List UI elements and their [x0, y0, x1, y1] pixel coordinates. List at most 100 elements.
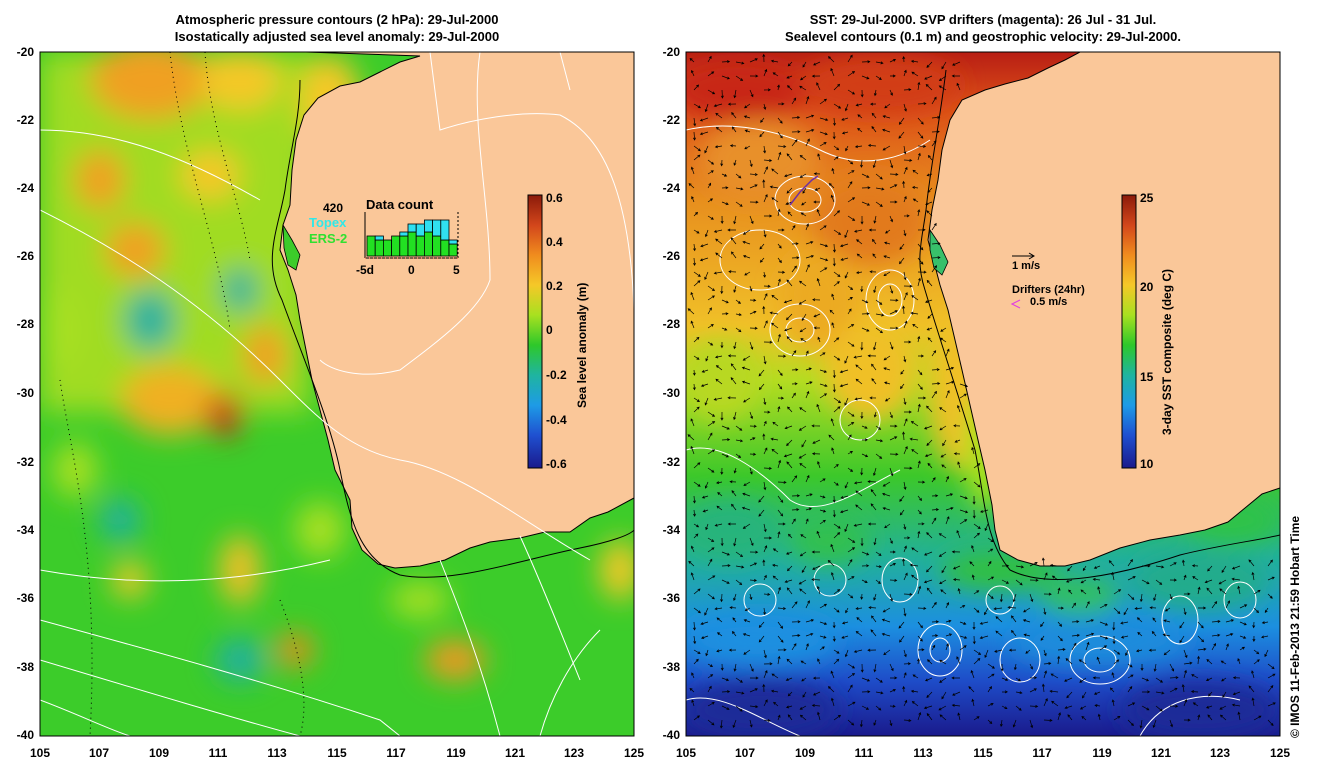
velocity-vector	[1127, 576, 1136, 581]
velocity-vector	[749, 285, 753, 292]
velocity-vector	[813, 313, 821, 318]
velocity-vector	[1080, 579, 1087, 584]
velocity-vector	[927, 313, 933, 319]
velocity-vector	[786, 439, 793, 447]
velocity-vector	[828, 434, 835, 441]
velocity-vector	[749, 437, 756, 441]
velocity-vector	[831, 293, 835, 301]
velocity-vector	[889, 452, 899, 456]
velocity-vector	[1112, 621, 1116, 631]
velocity-vector	[847, 684, 853, 693]
velocity-vector	[1064, 705, 1073, 710]
velocity-vector	[889, 719, 893, 727]
velocity-vector	[973, 716, 980, 721]
velocity-vector	[819, 267, 828, 273]
velocity-vector	[786, 565, 793, 572]
velocity-vector	[720, 215, 724, 224]
velocity-vector	[884, 241, 891, 245]
velocity-vector	[903, 536, 911, 540]
velocity-vector	[798, 280, 807, 287]
velocity-vector	[763, 410, 771, 414]
velocity-vector	[855, 490, 863, 497]
velocity-vector	[749, 298, 757, 302]
velocity-vector	[910, 689, 919, 693]
velocity-vector	[1013, 663, 1017, 671]
velocity-vector	[841, 131, 849, 135]
velocity-vector	[938, 85, 947, 91]
velocity-vector	[1108, 560, 1115, 567]
velocity-vector	[889, 537, 893, 544]
velocity-vector	[832, 621, 836, 629]
velocity-vector	[693, 462, 701, 469]
velocity-vector	[987, 719, 993, 725]
velocity-vector	[910, 59, 919, 63]
velocity-vector	[791, 130, 801, 134]
velocity-vector	[1029, 663, 1033, 670]
velocity-vector	[926, 532, 933, 539]
right-lon-tick: 125	[1269, 746, 1291, 760]
velocity-vector	[856, 617, 863, 623]
velocity-vector	[812, 298, 821, 302]
velocity-vector	[1029, 676, 1038, 680]
velocity-vector	[727, 228, 737, 232]
velocity-vector	[729, 144, 737, 148]
velocity-vector	[917, 585, 922, 595]
velocity-vector	[705, 523, 709, 531]
velocity-vector	[791, 116, 801, 120]
velocity-vector	[733, 411, 737, 421]
velocity-vector	[912, 674, 919, 679]
velocity-vector	[917, 383, 923, 390]
velocity-vector	[951, 550, 961, 554]
velocity-vector	[744, 129, 751, 133]
velocity-vector	[743, 619, 751, 623]
left-cb-tick: 0	[546, 323, 553, 337]
velocity-vector	[786, 75, 793, 79]
velocity-vector	[925, 83, 933, 91]
velocity-vector	[819, 369, 828, 373]
velocity-vector	[1264, 607, 1269, 614]
velocity-vector	[777, 459, 782, 469]
velocity-vector	[802, 61, 807, 68]
velocity-vector	[729, 480, 737, 484]
velocity-vector	[926, 405, 933, 413]
velocity-vector	[889, 326, 899, 330]
velocity-vector	[798, 579, 807, 585]
velocity-vector	[903, 523, 907, 530]
velocity-vector	[715, 112, 723, 119]
velocity-vector	[805, 138, 810, 147]
velocity-vector	[853, 649, 863, 653]
velocity-vector	[743, 397, 751, 403]
velocity-vector	[791, 256, 800, 260]
velocity-vector	[871, 378, 877, 385]
velocity-vector	[777, 208, 781, 217]
velocity-vector	[889, 411, 893, 419]
velocity-vector	[704, 229, 709, 238]
velocity-vector	[749, 200, 759, 204]
velocity-vector	[721, 75, 730, 80]
velocity-vector	[827, 686, 835, 693]
velocity-vector	[1125, 649, 1129, 657]
velocity-vector	[763, 214, 773, 218]
velocity-vector	[1183, 669, 1187, 679]
velocity-vector	[770, 689, 779, 693]
velocity-vector	[763, 166, 768, 175]
velocity-vector	[763, 340, 773, 344]
velocity-vector	[1071, 620, 1080, 624]
velocity-vector	[956, 656, 961, 665]
velocity-vector	[819, 621, 828, 625]
velocity-vector	[959, 605, 966, 609]
velocity-vector	[1181, 559, 1185, 567]
velocity-vector	[1057, 621, 1063, 627]
velocity-vector	[749, 172, 758, 176]
velocity-vector	[860, 89, 864, 98]
right-lon-tick: 113	[913, 746, 933, 760]
velocity-vector	[715, 365, 723, 371]
velocity-vector	[1155, 691, 1165, 695]
velocity-vector	[860, 159, 864, 168]
velocity-vector	[707, 89, 716, 95]
velocity-vector	[889, 184, 898, 189]
velocity-vector	[707, 674, 714, 679]
velocity-vector	[1183, 661, 1193, 665]
velocity-vector	[861, 201, 871, 206]
velocity-vector	[819, 98, 828, 105]
